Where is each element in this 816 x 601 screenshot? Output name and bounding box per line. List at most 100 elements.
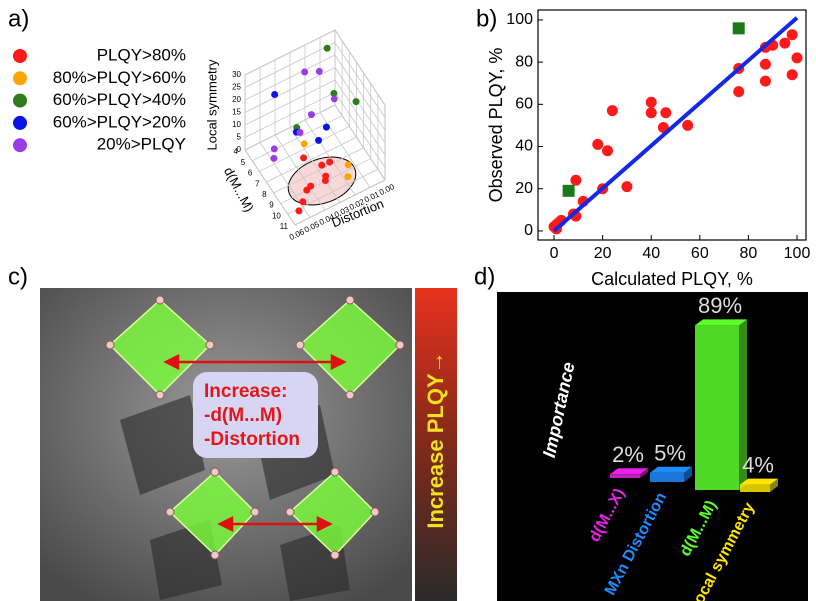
point [792, 52, 803, 63]
x-tick-label: 40 [642, 245, 660, 262]
y-tick-label: 100 [506, 11, 533, 28]
point [592, 139, 603, 150]
point [331, 95, 338, 102]
y-tick-label: 0 [524, 222, 533, 239]
z-axis-label: Local symmetry [204, 59, 219, 151]
z-tick-label: 25 [232, 83, 241, 92]
grid-line [252, 116, 342, 161]
z-tick-label: 5 [237, 133, 242, 142]
point [316, 68, 323, 75]
point [787, 29, 798, 40]
y-tick-label: 80 [515, 53, 533, 70]
point [295, 207, 302, 214]
point [760, 76, 771, 87]
point [621, 181, 632, 192]
point [297, 129, 304, 136]
point [760, 59, 771, 70]
point [607, 105, 618, 116]
point [308, 111, 315, 118]
legend-marker [13, 49, 27, 63]
point [733, 86, 744, 97]
bar [650, 473, 684, 482]
legend-label: PLQY>80% [97, 45, 186, 64]
value-label: 89% [698, 293, 742, 318]
fit-line [554, 18, 797, 231]
bar-label: Increase PLQY→ [423, 351, 448, 528]
point [344, 173, 351, 180]
x-tick-label: 0.00 [378, 182, 396, 197]
point [299, 198, 306, 205]
point [570, 175, 581, 186]
panel-label: a) [8, 5, 29, 32]
value-label: 5% [654, 441, 686, 466]
x-tick-label: 0 [550, 245, 559, 262]
legend-marker [13, 116, 27, 130]
point [353, 98, 360, 105]
x-tick-label: 20 [594, 245, 612, 262]
point [322, 173, 329, 180]
y-axis-label: Observed PLQY, % [486, 48, 506, 203]
x-tick-label: 80 [740, 245, 758, 262]
y-tick-label: 7 [255, 179, 260, 188]
y-tick-label: 60 [515, 96, 533, 113]
panel-label: c) [8, 263, 28, 290]
x-axis-label: Calculated PLQY, % [591, 269, 753, 289]
y-tick-label: 10 [272, 211, 281, 220]
z-tick-label: 20 [232, 95, 241, 104]
point [324, 45, 331, 52]
bar-top [695, 319, 747, 325]
z-tick-label: 0 [237, 145, 242, 154]
point [646, 97, 657, 108]
bar [610, 474, 640, 478]
y-tick-label: 6 [248, 169, 253, 178]
legend-label: 80%>PLQY>60% [53, 68, 186, 87]
y-tick-label: 5 [241, 158, 246, 167]
value-label: 4% [742, 452, 774, 477]
point [318, 162, 325, 169]
legend-label: 60%>PLQY>40% [53, 90, 186, 109]
box-line: -Distortion [204, 429, 300, 450]
box-line: Increase: [204, 381, 287, 402]
legend-marker [13, 94, 27, 108]
bar [740, 485, 770, 492]
point [301, 68, 308, 75]
z-tick-label: 10 [232, 120, 241, 129]
z-tick-label: 30 [232, 70, 241, 79]
legend-marker [13, 138, 27, 152]
legend-label: 60%>PLQY>20% [53, 112, 186, 131]
x-tick-label: 60 [691, 245, 709, 262]
point [301, 140, 308, 147]
point [682, 120, 693, 131]
y-tick-label: 11 [280, 222, 289, 231]
point [345, 161, 352, 168]
grid-line [245, 150, 295, 225]
point [733, 22, 745, 34]
point [563, 185, 575, 197]
legend-marker [13, 71, 27, 85]
value-label: 2% [612, 442, 644, 467]
point [271, 91, 278, 98]
y-tick-label: 9 [269, 201, 274, 210]
point [660, 107, 671, 118]
point [787, 69, 798, 80]
x-tick-label: 100 [784, 245, 811, 262]
point [270, 155, 277, 162]
y-tick-label: 20 [515, 180, 533, 197]
point [307, 183, 314, 190]
point [326, 158, 333, 165]
figure: a) b) c) d) Increase: -d(M...M) -Distort… [0, 0, 816, 601]
point [315, 137, 322, 144]
panel-label: d) [474, 263, 495, 290]
y-tick-label: 8 [262, 190, 267, 199]
z-tick-label: 15 [232, 108, 241, 117]
y-tick-label: 40 [515, 138, 533, 155]
point [602, 145, 613, 156]
illustration: Increase: -d(M...M) -Distortion Increase… [40, 288, 457, 601]
point [300, 154, 307, 161]
bar [695, 325, 739, 490]
point [646, 107, 657, 118]
panel-label: b) [476, 5, 497, 32]
box-line: -d(M...M) [204, 405, 282, 426]
point [779, 38, 790, 49]
point [271, 145, 278, 152]
